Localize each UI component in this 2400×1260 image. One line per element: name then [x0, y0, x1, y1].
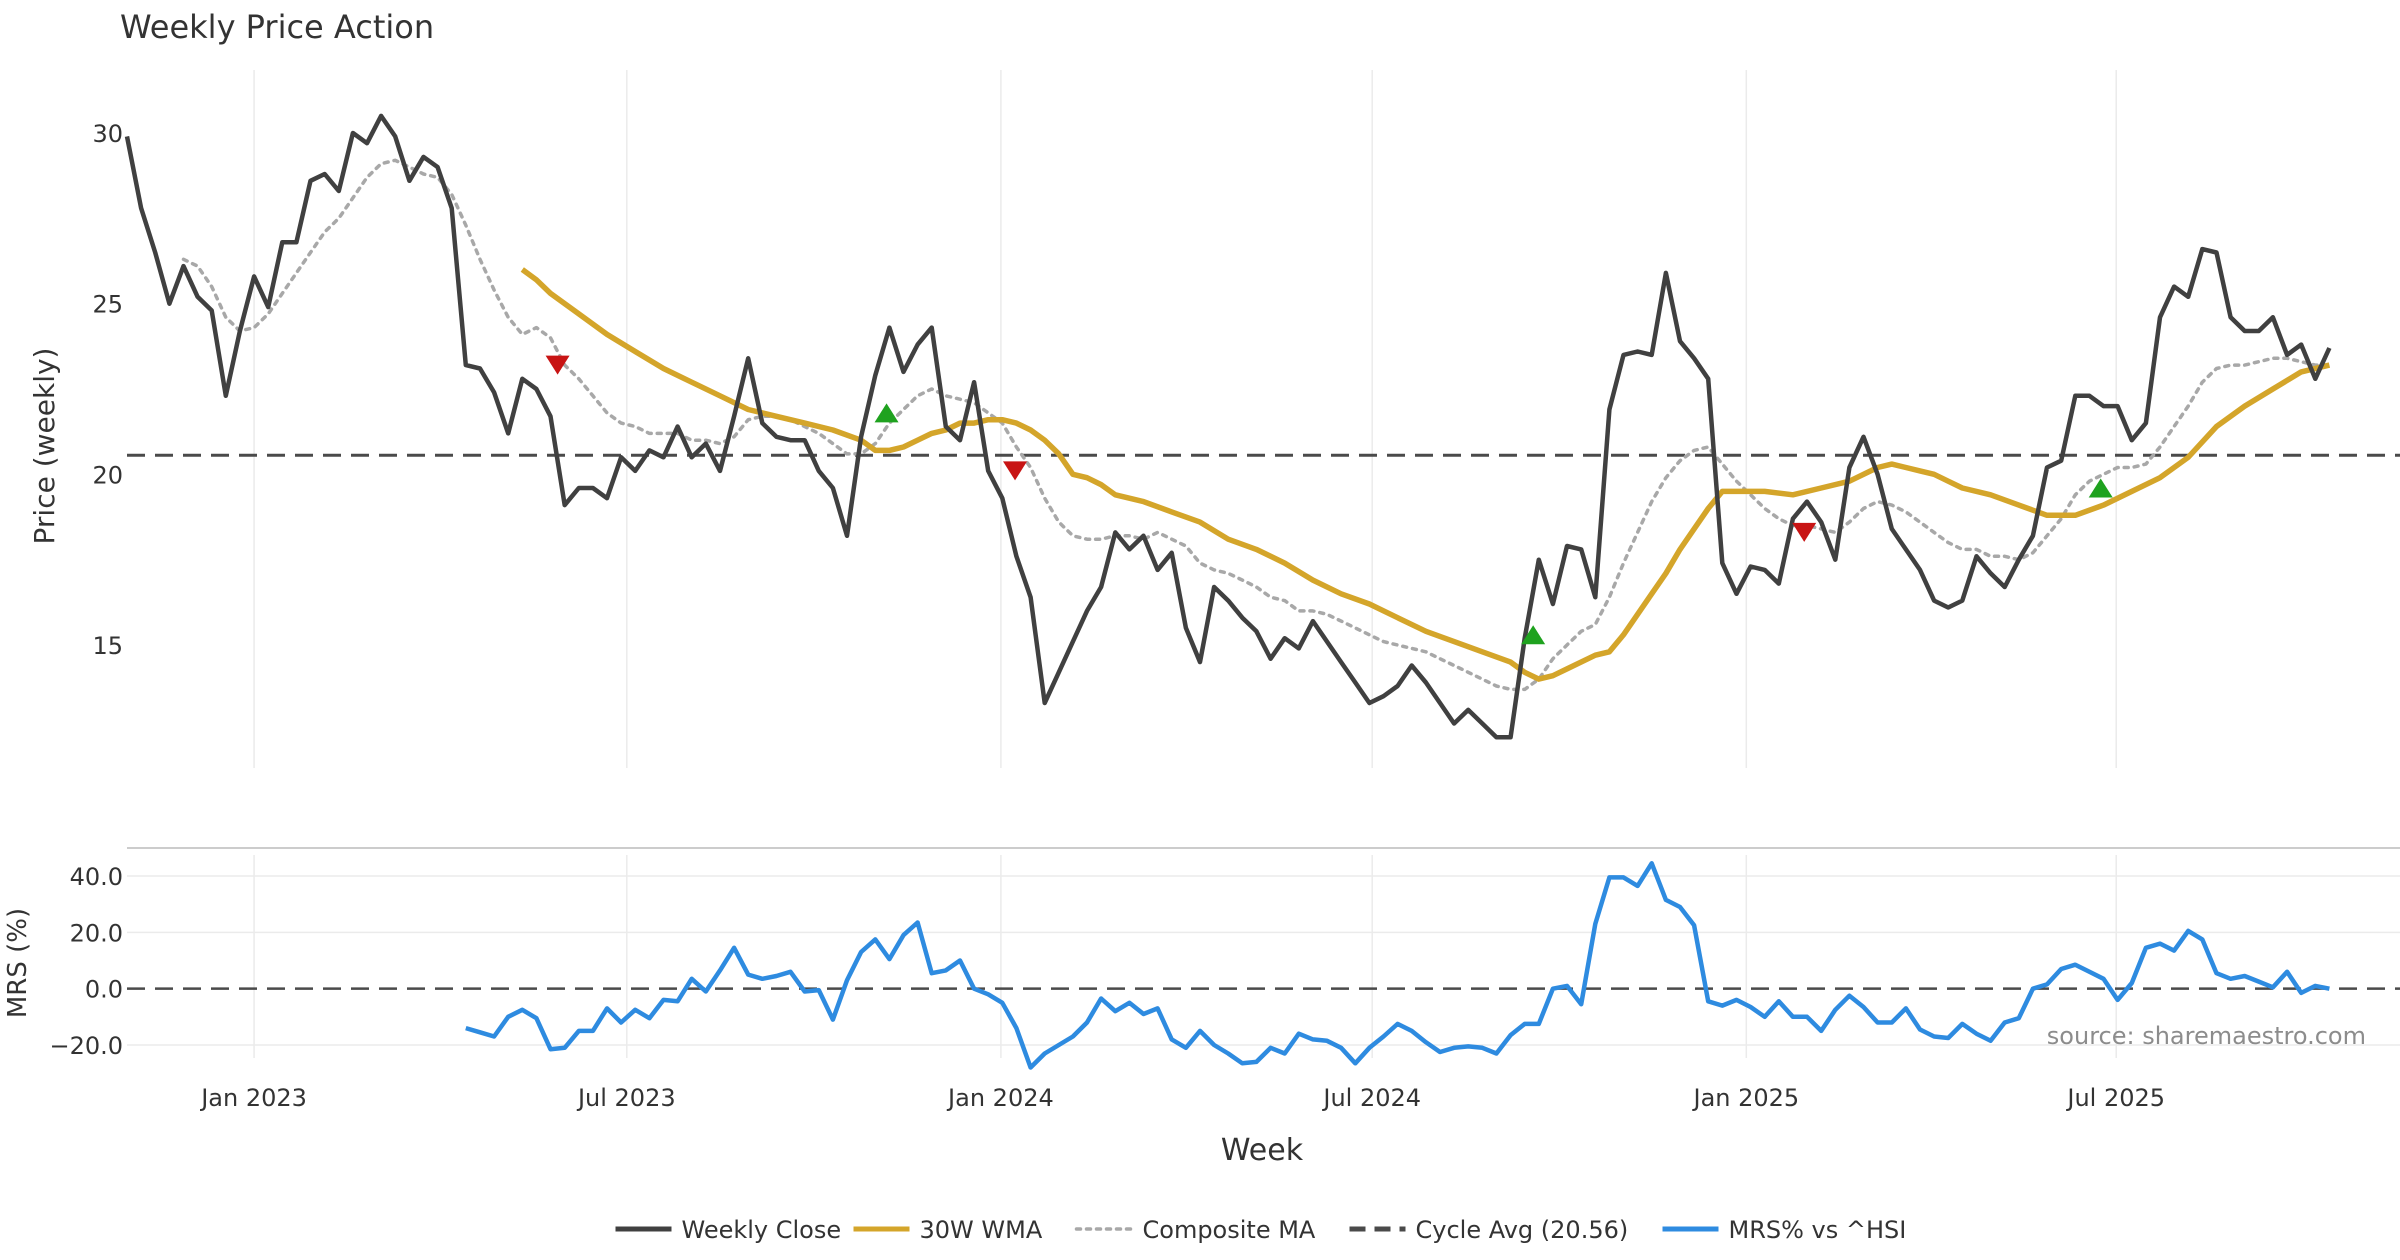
price-grid [253, 70, 2117, 768]
sell-signal-marker [1003, 461, 1028, 481]
legend-label-wma: 30W WMA [920, 1216, 1043, 1244]
x-tick-label: Jul 2025 [2065, 1084, 2165, 1112]
source-text: source: sharemaestro.com [2047, 1022, 2366, 1050]
mrs-y-tick-label: −20.0 [49, 1032, 123, 1060]
mrs-y-tick-label: 0.0 [85, 976, 123, 1004]
legend-label-mrs: MRS% vs ^HSI [1729, 1216, 1907, 1244]
x-axis-label: Week [1221, 1133, 1304, 1168]
buy-signal-marker [2088, 478, 2113, 498]
sell-signal-marker [545, 355, 570, 375]
price-y-tick-label: 20 [92, 461, 123, 489]
mrs-line [465, 861, 2330, 1070]
buy-signal-marker [1521, 625, 1546, 645]
legend-label-close: Weekly Close [682, 1216, 842, 1244]
buy-signal-marker [874, 403, 899, 423]
mrs-series-layer [127, 861, 2400, 1070]
chart-title: Weekly Price Action [120, 8, 434, 46]
weekly-close-line [124, 113, 2332, 740]
x-tick-label: Jul 2024 [1321, 1084, 1421, 1112]
price-y-tick-label: 30 [92, 120, 123, 148]
sell-signal-marker [1792, 522, 1817, 542]
legend-label-cycle: Cycle Avg (20.56) [1416, 1216, 1629, 1244]
mrs-grid [127, 855, 2400, 1058]
mrs-y-tick-label: 20.0 [70, 919, 123, 947]
x-tick-label: Jan 2024 [946, 1084, 1054, 1112]
price-series-layer [124, 113, 2400, 740]
wma-30w-line [520, 267, 2331, 682]
mrs-y-ticks: 40.0 20.0 0.0 −20.0 [49, 863, 123, 1060]
mrs-y-tick-label: 40.0 [70, 863, 123, 891]
price-y-ticks: 15 20 25 30 [92, 120, 123, 660]
mrs-y-axis-label: MRS (%) [3, 908, 33, 1018]
price-y-tick-label: 15 [92, 632, 123, 660]
x-tick-label: Jul 2023 [576, 1084, 676, 1112]
price-y-axis-label: Price (weekly) [28, 348, 61, 545]
x-tick-label: Jan 2023 [199, 1084, 307, 1112]
legend: Weekly Close 30W WMA Composite MA Cycle Avg… [615, 1216, 1907, 1244]
signal-markers [545, 355, 2113, 645]
x-ticks: Jan 2023 Jul 2023 Jan 2024 Jul 2024 Jan 2025… [199, 1084, 2165, 1112]
composite-ma-line [181, 158, 2332, 692]
x-tick-label: Jan 2025 [1691, 1084, 1799, 1112]
legend-label-composite: Composite MA [1143, 1216, 1316, 1244]
price-y-tick-label: 25 [92, 291, 123, 319]
